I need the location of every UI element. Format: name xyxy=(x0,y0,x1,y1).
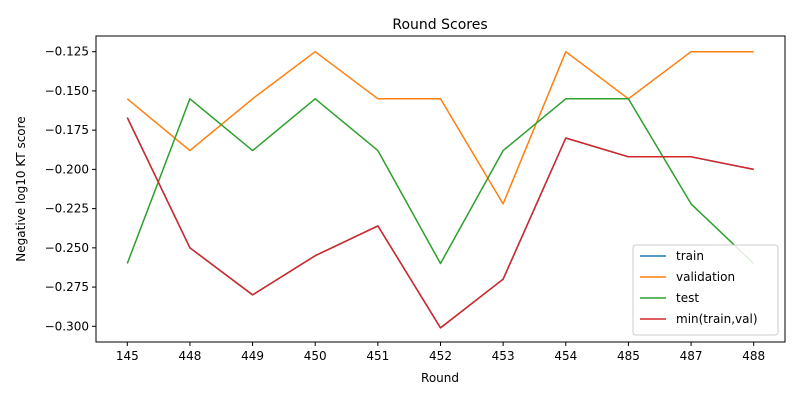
y-tick-label: −0.275 xyxy=(45,280,89,294)
x-tick-label: 487 xyxy=(680,349,703,363)
x-tick-label: 452 xyxy=(429,349,452,363)
series-line-test xyxy=(126,98,755,265)
x-tick-label: 454 xyxy=(554,349,577,363)
y-tick-label: −0.225 xyxy=(45,202,89,216)
x-tick-label: 485 xyxy=(617,349,640,363)
legend-box xyxy=(632,244,779,336)
x-tick-label: 488 xyxy=(742,349,765,363)
x-tick-label: 145 xyxy=(116,349,139,363)
x-tick-label: 449 xyxy=(241,349,264,363)
x-axis-title: Round xyxy=(421,371,459,385)
series-line-validation xyxy=(126,50,754,205)
chart-title: Round Scores xyxy=(392,17,487,33)
legend-label: train xyxy=(676,249,704,263)
y-axis-title: Negative log10 KT score xyxy=(14,116,28,261)
x-tick-label: 450 xyxy=(304,349,327,363)
legend-label: test xyxy=(676,291,699,305)
y-tick-label: −0.175 xyxy=(45,123,89,137)
legend-label: min(train,val) xyxy=(676,312,758,326)
y-tick-label: −0.125 xyxy=(45,45,89,59)
y-tick-label: −0.300 xyxy=(45,319,89,333)
y-tick-label: −0.150 xyxy=(45,84,89,98)
series-line-min-train-val xyxy=(126,117,754,329)
legend-label: validation xyxy=(676,270,735,284)
plot-area xyxy=(126,50,755,329)
y-tick-label: −0.200 xyxy=(45,162,89,176)
y-axis: −0.125 −0.150 −0.175 −0.200 −0.225 −0.250 −0.2… xyxy=(45,45,96,333)
x-tick-label: 453 xyxy=(492,349,515,363)
y-tick-label: −0.250 xyxy=(45,241,89,255)
x-tick-label: 448 xyxy=(178,349,201,363)
x-tick-label: 451 xyxy=(366,349,389,363)
legend: train validation test min(train,val) xyxy=(632,244,779,336)
x-axis: 145 448 449 450 451 452 453 454 485 487 488 xyxy=(116,342,765,363)
